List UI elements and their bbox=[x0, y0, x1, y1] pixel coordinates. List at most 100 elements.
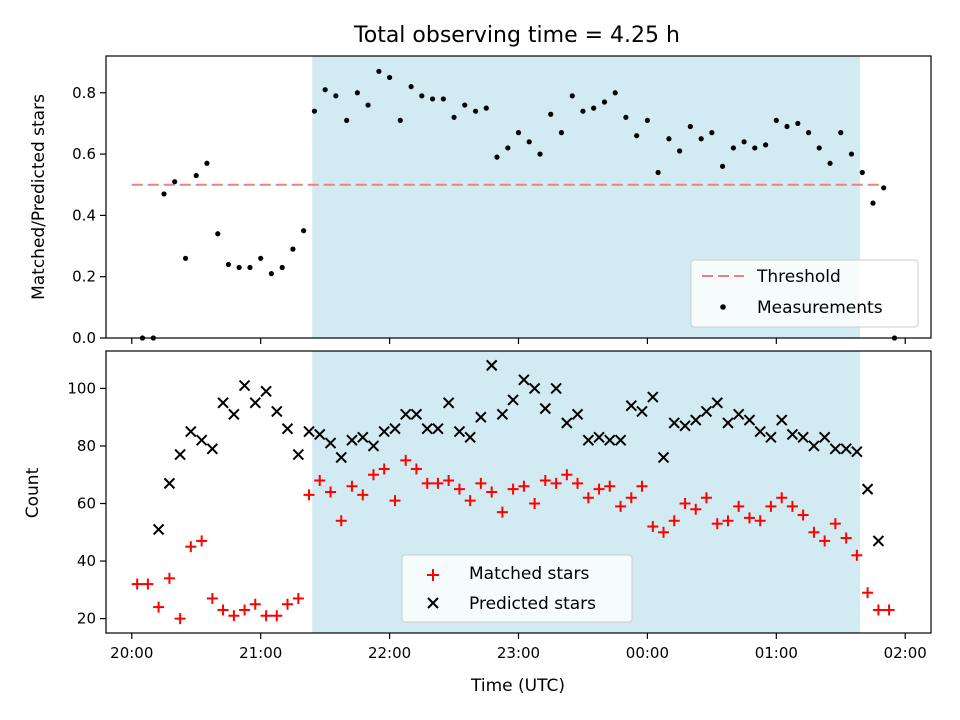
predicted-star-point bbox=[550, 382, 562, 395]
measurement-point bbox=[472, 108, 479, 114]
measurement-point bbox=[773, 117, 779, 123]
predicted-star-point bbox=[528, 382, 541, 395]
predicted-star-point bbox=[614, 434, 627, 446]
predicted-star-point bbox=[346, 434, 358, 446]
y-tick-label: 0.8 bbox=[72, 84, 96, 102]
matched-star-point bbox=[239, 604, 251, 616]
predicted-star-point bbox=[636, 405, 648, 418]
top-y-ticks: 0.0 0.2 0.4 0.6 0.8 bbox=[72, 84, 106, 347]
measurement-point bbox=[279, 264, 285, 271]
matched-star-point bbox=[851, 549, 863, 561]
predicted-star-point bbox=[174, 448, 186, 461]
measurement-point bbox=[397, 117, 403, 123]
measurement-points bbox=[139, 68, 898, 341]
measurement-point bbox=[677, 148, 683, 154]
measurement-point bbox=[848, 151, 855, 157]
matched-star-point bbox=[260, 610, 272, 622]
matched-star-point bbox=[765, 500, 777, 512]
y-tick-label: 40 bbox=[77, 552, 96, 570]
predicted-star-point bbox=[260, 385, 272, 397]
matched-star-point bbox=[228, 610, 240, 622]
measurement-point bbox=[515, 130, 522, 136]
predicted-star-point bbox=[217, 397, 229, 409]
matched-star-point bbox=[335, 515, 347, 527]
measurement-point bbox=[236, 264, 242, 271]
measurement-point bbox=[698, 136, 704, 142]
matched-star-point bbox=[400, 454, 412, 466]
measurement-point bbox=[580, 108, 586, 114]
measurement-point bbox=[268, 271, 274, 277]
measurement-point bbox=[795, 120, 801, 127]
matched-star-point bbox=[486, 486, 498, 498]
measurement-point bbox=[419, 93, 425, 99]
measurement-point bbox=[805, 130, 812, 136]
predicted-star-point bbox=[410, 408, 423, 421]
predicted-star-point bbox=[314, 428, 326, 441]
matched-star-point bbox=[518, 480, 530, 492]
matched-star-point bbox=[625, 492, 637, 504]
predicted-star-point bbox=[593, 431, 605, 444]
matched-star-point bbox=[410, 463, 422, 475]
matched-star-point bbox=[679, 498, 691, 510]
measurement-point bbox=[408, 84, 414, 90]
matched-star-point bbox=[153, 601, 165, 613]
matched-star-point bbox=[722, 515, 734, 527]
matched-star-point bbox=[604, 480, 616, 492]
matched-star-point bbox=[432, 477, 444, 489]
matched-star-point bbox=[142, 578, 154, 590]
predicted-star-point bbox=[152, 523, 165, 536]
matched-star-point bbox=[840, 532, 852, 544]
measurement-point bbox=[451, 114, 457, 120]
matched-star-point bbox=[744, 512, 755, 524]
predicted-star-point bbox=[872, 535, 885, 547]
bottom-legend: Matched stars Predicted stars bbox=[401, 554, 633, 623]
chart-title: Total observing time = 4.25 h bbox=[353, 23, 680, 48]
bottom-legend-box bbox=[401, 554, 633, 623]
predicted-star-point bbox=[539, 402, 552, 415]
matched-star-point bbox=[550, 477, 562, 489]
measurement-point bbox=[655, 169, 661, 176]
matched-star-point bbox=[271, 610, 283, 622]
measurement-point bbox=[161, 191, 167, 197]
measurement-point bbox=[709, 130, 715, 136]
x-tick-label: 01:00 bbox=[755, 644, 798, 662]
matched-star-point bbox=[389, 495, 401, 507]
measurement-point bbox=[548, 111, 554, 117]
matched-star-point bbox=[786, 500, 798, 512]
measurement-point bbox=[623, 114, 629, 120]
matched-star-point bbox=[421, 477, 433, 489]
measurement-point bbox=[730, 145, 736, 151]
y-tick-label: 20 bbox=[77, 610, 96, 628]
bottom-y-axis-label: Count bbox=[23, 467, 43, 518]
matched-star-point bbox=[453, 483, 465, 495]
matched-star-point bbox=[131, 578, 143, 590]
measurement-point bbox=[816, 145, 822, 151]
matched-star-point bbox=[174, 613, 186, 625]
predicted-star-point bbox=[851, 446, 863, 458]
legend-matched-swatch bbox=[427, 569, 439, 581]
matched-star-point bbox=[507, 483, 519, 495]
predicted-star-point bbox=[722, 417, 734, 429]
legend-threshold-label: Threshold bbox=[756, 267, 841, 287]
measurement-point bbox=[494, 154, 500, 160]
predicted-star-point bbox=[582, 434, 595, 446]
measurement-point bbox=[290, 246, 296, 252]
measurement-point bbox=[386, 74, 393, 81]
measurement-point bbox=[827, 160, 833, 166]
y-tick-label: 0.2 bbox=[72, 268, 96, 286]
matched-star-point bbox=[582, 492, 594, 504]
predicted-star-point bbox=[324, 437, 337, 449]
legend-predicted-swatch bbox=[427, 597, 439, 609]
measurement-point bbox=[193, 172, 199, 179]
measurement-point bbox=[666, 136, 672, 142]
predicted-star-point bbox=[485, 359, 498, 372]
matched-star-point bbox=[303, 489, 315, 501]
measurement-point bbox=[462, 102, 468, 108]
predicted-star-point bbox=[561, 417, 573, 429]
matched-star-point bbox=[378, 463, 390, 475]
predicted-star-point bbox=[647, 391, 659, 403]
measurement-point bbox=[558, 130, 565, 136]
bottom-x-ticks: 20:00 21:00 22:00 23:00 00:00 01:00 02:00 bbox=[110, 633, 927, 662]
predicted-star-point bbox=[657, 451, 670, 464]
